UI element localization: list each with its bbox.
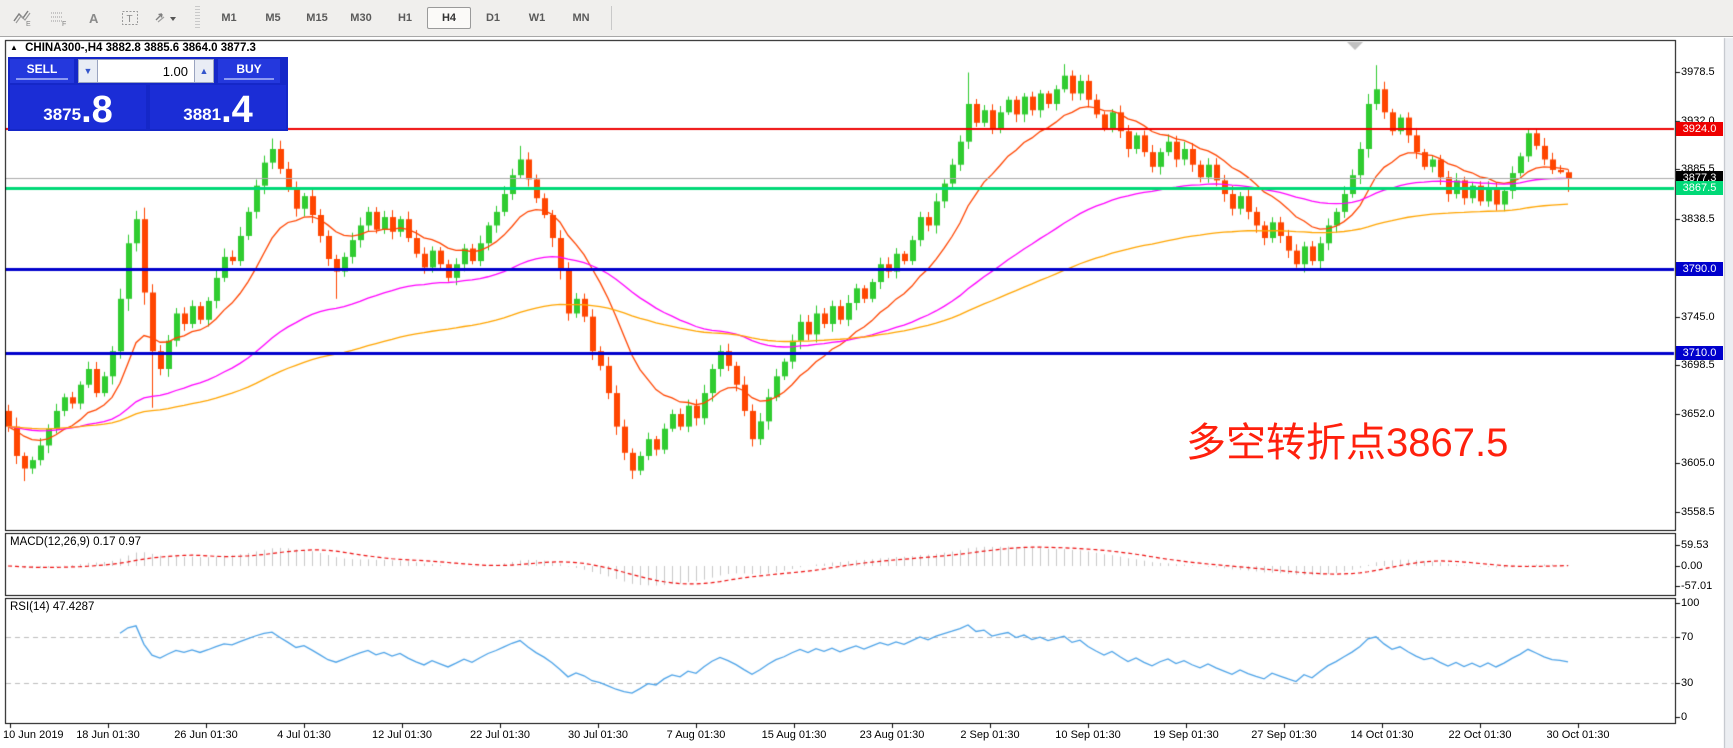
text-label-icon[interactable]: A (78, 4, 110, 32)
price-tick-label: 3698.5 (1681, 359, 1715, 372)
symbol-quote: 3882.8 3885.6 3864.0 3877.3 (105, 42, 256, 54)
timeframe-button-d1[interactable]: D1 (485, 12, 501, 24)
symbol-name: CHINA300-,H4 (25, 42, 103, 54)
time-tick-label: 12 Jul 01:30 (372, 729, 432, 741)
time-tick-label: 14 Oct 01:30 (1350, 729, 1414, 741)
sell-price-button[interactable]: 3875 .8 (10, 85, 146, 129)
toolbar-drag-handle[interactable] (194, 6, 201, 30)
svg-text:E: E (26, 21, 31, 27)
time-tick-label: 2 Sep 01:30 (960, 729, 1020, 741)
text-box-icon[interactable]: T (114, 4, 146, 32)
time-tick-label: 4 Jul 01:30 (277, 729, 331, 741)
rsi-indicator-label: RSI(14) 47.4287 (10, 601, 95, 613)
time-tick-label: 23 Aug 01:30 (859, 729, 925, 741)
time-tick-label: 10 Jun 2019 (3, 729, 64, 741)
volume-input[interactable] (98, 59, 194, 83)
buy-underline (224, 78, 274, 80)
svg-text:T: T (127, 14, 133, 25)
chart-text-annotation: 多空转折点3867.5 (1186, 421, 1509, 465)
macd-tick-label: 0.00 (1681, 560, 1703, 572)
time-tick-label: 30 Oct 01:30 (1546, 729, 1610, 741)
time-tick-label: 18 Jun 01:30 (76, 729, 140, 741)
timeframe-button-m15[interactable]: M15 (306, 12, 328, 24)
chevron-down-icon: ▼ (83, 66, 93, 76)
macd-tick-label: 59.53 (1681, 539, 1709, 551)
sell-button[interactable]: SELL (10, 59, 74, 83)
timeframe-button-mn[interactable]: MN (572, 12, 590, 24)
sell-price-main: 3875 (43, 105, 82, 124)
buy-price-main: 3881 (183, 105, 222, 124)
toolbar-separator (611, 6, 612, 30)
chevron-up-icon: ▲ (199, 66, 209, 76)
time-tick-label: 26 Jun 01:30 (174, 729, 238, 741)
one-click-trading-panel: SELL ▼ ▲ BUY 3875 .8 3881 .4 (8, 57, 288, 131)
price-level-badge: 3867.5 (1676, 181, 1723, 196)
timeframe-button-w1[interactable]: W1 (528, 12, 546, 24)
timeframe-button-h1[interactable]: H1 (397, 12, 413, 24)
time-tick-label: 22 Oct 01:30 (1448, 729, 1512, 741)
time-tick-label: 27 Sep 01:30 (1251, 729, 1317, 741)
volume-increase-button[interactable]: ▲ (194, 59, 214, 83)
buy-button-label: BUY (236, 62, 262, 76)
rsi-tick-label: 70 (1681, 631, 1694, 644)
sell-button-label: SELL (26, 62, 58, 76)
buy-price-button[interactable]: 3881 .4 (150, 85, 286, 129)
toolbar: E F A T M1 M5 M15 M30 H1 H4 D1 W1 MN (0, 0, 1733, 37)
macd-tick-label: -57.01 (1681, 580, 1713, 593)
collapse-panel-icon[interactable]: ▲ (10, 43, 18, 52)
price-tick-label: 3605.0 (1681, 457, 1715, 470)
rsi-tick-label: 100 (1681, 597, 1700, 609)
price-level-badge: 3924.0 (1676, 122, 1723, 137)
price-tick-label: 3978.5 (1681, 66, 1715, 78)
svg-text:F: F (62, 21, 66, 27)
buy-button[interactable]: BUY (218, 59, 280, 83)
svg-text:A: A (89, 11, 99, 26)
timeframe-button-m1[interactable]: M1 (221, 12, 237, 24)
price-level-badge: 3790.0 (1676, 262, 1723, 277)
symbol-header: ▲ CHINA300-,H4 3882.8 3885.6 3864.0 3877… (10, 42, 256, 54)
grid-function-icon[interactable]: F (42, 4, 74, 32)
sell-underline (16, 78, 68, 80)
price-tick-label: 3558.5 (1681, 506, 1715, 518)
volume-decrease-button[interactable]: ▼ (78, 59, 98, 83)
time-tick-label: 22 Jul 01:30 (470, 729, 530, 741)
time-tick-label: 15 Aug 01:30 (761, 729, 827, 741)
price-tick-label: 3838.5 (1681, 212, 1715, 225)
arrow-objects-icon[interactable] (150, 4, 182, 32)
price-level-badge: 3710.0 (1676, 346, 1723, 361)
chart-expert-icon[interactable]: E (6, 4, 38, 32)
rsi-tick-label: 0 (1681, 711, 1688, 723)
rsi-tick-label: 30 (1681, 676, 1694, 689)
time-tick-label: 30 Jul 01:30 (568, 729, 628, 741)
time-tick-label: 10 Sep 01:30 (1055, 729, 1121, 741)
time-tick-label: 19 Sep 01:30 (1153, 729, 1219, 741)
timeframe-button-m5[interactable]: M5 (265, 12, 281, 24)
price-tick-label: 3652.0 (1681, 408, 1715, 421)
timeframe-button-h4[interactable]: H4 (427, 7, 471, 29)
timeframe-button-m30[interactable]: M30 (350, 12, 372, 24)
sell-price-big-digit: .8 (81, 88, 113, 131)
price-tick-label: 3745.0 (1681, 310, 1715, 323)
macd-indicator-label: MACD(12,26,9) 0.17 0.97 (10, 536, 142, 548)
buy-price-big-digit: .4 (221, 88, 253, 131)
time-tick-label: 7 Aug 01:30 (666, 729, 726, 741)
